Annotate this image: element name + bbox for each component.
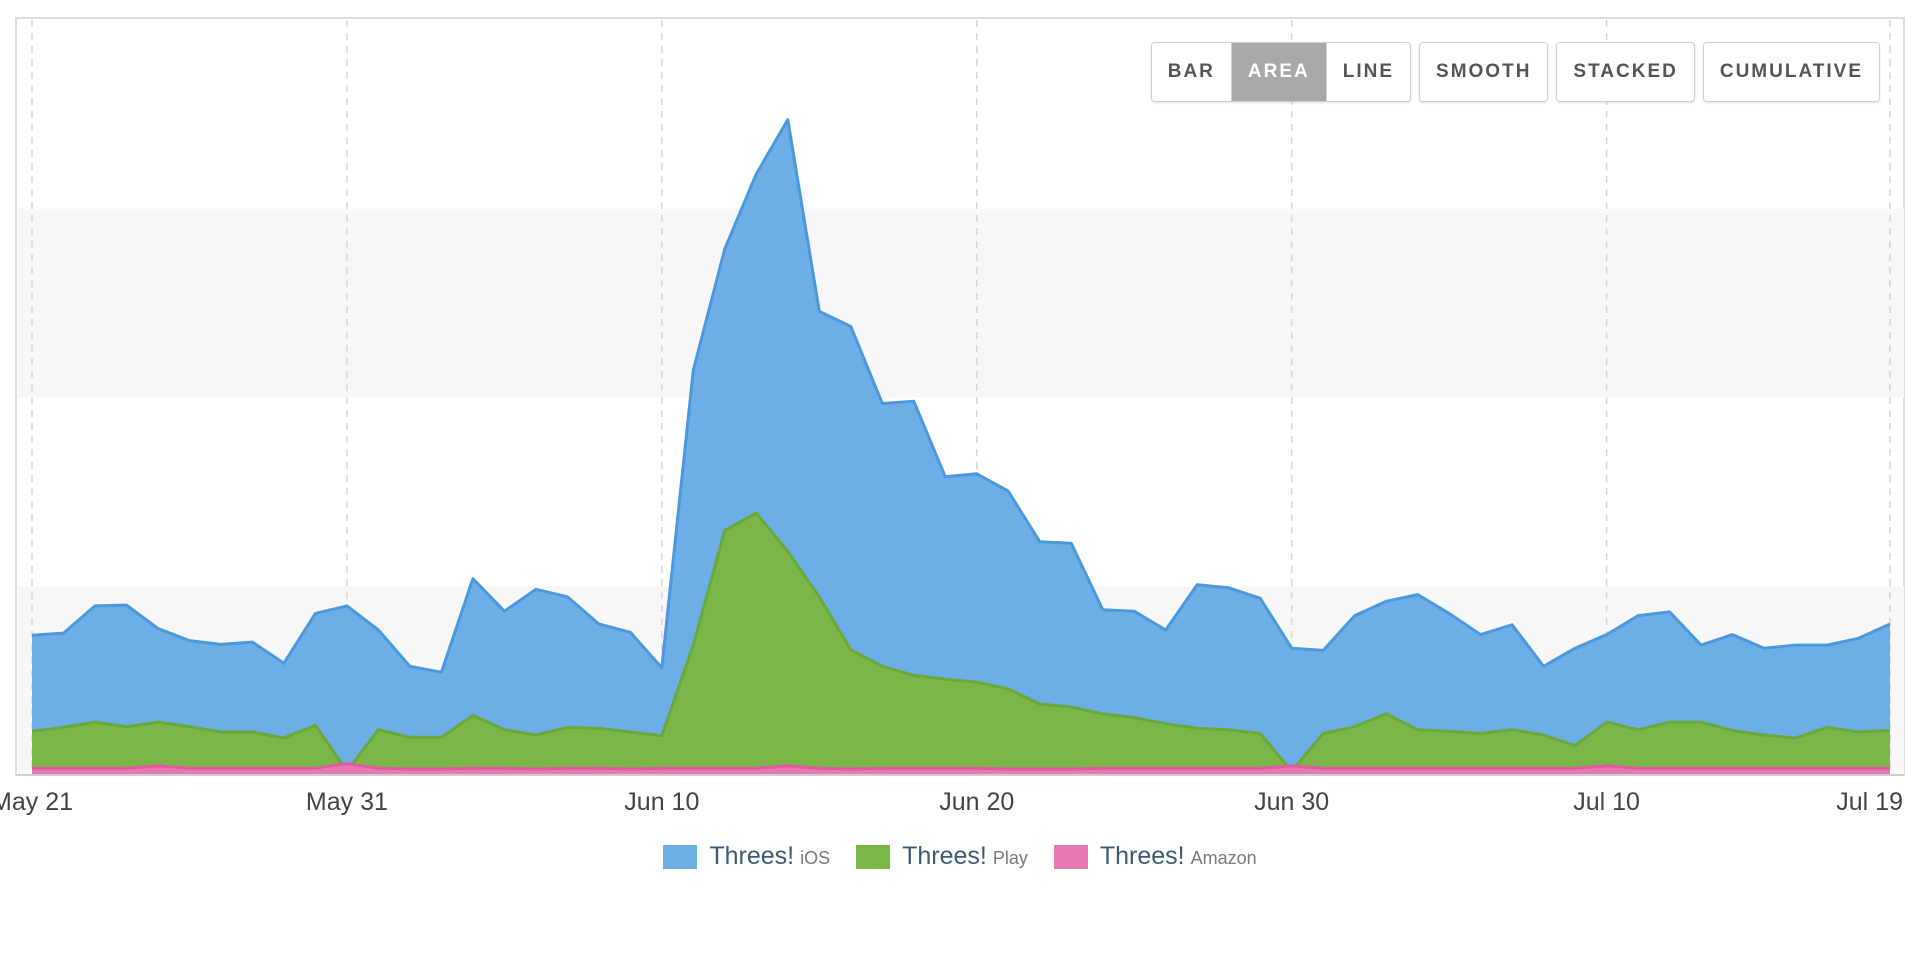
- legend-swatch: [1053, 844, 1088, 869]
- legend-item-amazon[interactable]: Threes! Amazon: [1053, 842, 1257, 871]
- legend-item-ios[interactable]: Threes! iOS: [663, 842, 830, 871]
- legend-series-name: Threes!: [902, 842, 987, 870]
- stacked-button[interactable]: STACKED: [1557, 43, 1694, 101]
- x-tick-label: May 31: [306, 788, 388, 816]
- series-line-amazon: [32, 762, 1890, 771]
- cumulative-button[interactable]: CUMULATIVE: [1703, 43, 1879, 101]
- x-tick-label: Jun 30: [1254, 788, 1329, 816]
- button-group-3: CUMULATIVE: [1702, 42, 1880, 102]
- x-tick-label: May 21: [0, 788, 73, 816]
- legend-series-name: Threes!: [709, 842, 795, 870]
- legend-platform-name: iOS: [800, 848, 831, 868]
- smooth-button[interactable]: SMOOTH: [1420, 43, 1548, 101]
- grid-band: [18, 208, 1904, 398]
- legend-label: Threes! iOS: [709, 842, 830, 871]
- x-tick-label: Jul 19: [1836, 788, 1903, 816]
- x-tick-label: Jul 10: [1573, 788, 1640, 816]
- legend-item-play[interactable]: Threes! Play: [856, 842, 1028, 871]
- button-group-0: BAR AREA LINE: [1150, 42, 1412, 102]
- legend-platform-name: Amazon: [1190, 848, 1257, 868]
- button-group-2: STACKED: [1556, 42, 1695, 102]
- bar-button[interactable]: BAR: [1151, 43, 1231, 101]
- series-area-play: [32, 513, 1890, 775]
- chart-mode-toolbar: BAR AREA LINE SMOOTH STACKED CUMULATIVE: [1150, 42, 1880, 102]
- legend-label: Threes! Amazon: [1100, 842, 1257, 871]
- area-button[interactable]: AREA: [1230, 43, 1326, 101]
- series-area-ios: [32, 119, 1890, 775]
- x-tick-label: Jun 10: [624, 788, 699, 816]
- line-button[interactable]: LINE: [1325, 43, 1411, 101]
- legend-swatch: [856, 844, 891, 869]
- legend-platform-name: Play: [992, 848, 1028, 868]
- legend-swatch: [663, 844, 698, 869]
- chart-legend: Threes! iOS Threes! Play Threes! Amazon: [0, 842, 1920, 871]
- x-tick-label: Jun 20: [939, 788, 1014, 816]
- legend-label: Threes! Play: [902, 842, 1028, 871]
- button-group-1: SMOOTH: [1419, 42, 1549, 102]
- series-line-ios: [31, 118, 1891, 674]
- legend-series-name: Threes!: [1099, 842, 1185, 870]
